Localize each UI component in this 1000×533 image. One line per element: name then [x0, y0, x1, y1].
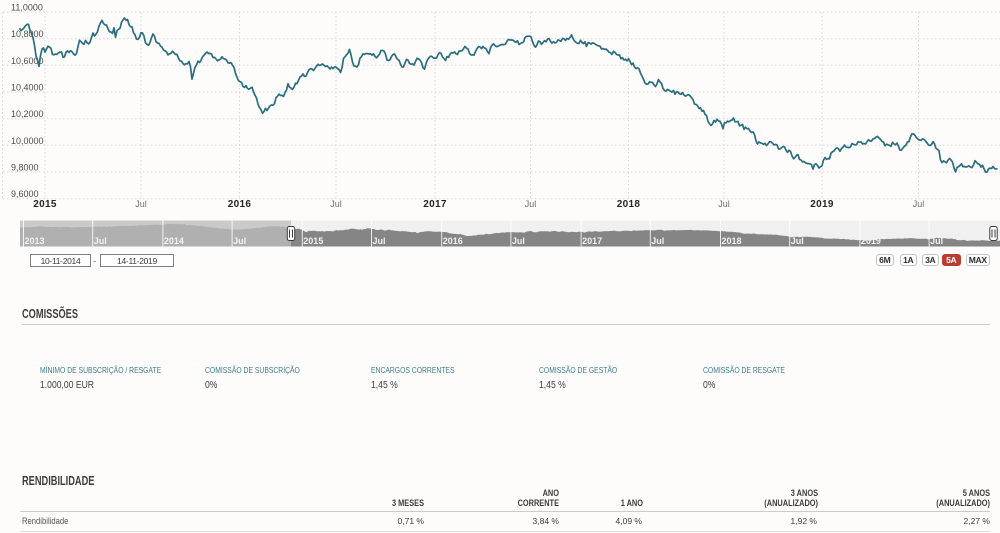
svg-text:Jul: Jul	[525, 199, 537, 209]
svg-text:2018: 2018	[722, 236, 742, 246]
svg-text:11,0000: 11,0000	[11, 3, 43, 13]
svg-text:10,8000: 10,8000	[11, 29, 44, 39]
svg-text:2018: 2018	[617, 199, 641, 210]
svg-text:2016: 2016	[228, 199, 252, 210]
svg-text:2017: 2017	[582, 236, 602, 246]
svg-text:Jul: Jul	[930, 236, 943, 246]
svg-text:Jul: Jul	[233, 236, 246, 246]
svg-text:2019: 2019	[810, 199, 834, 210]
svg-text:2014: 2014	[164, 236, 184, 246]
svg-text:Jul: Jul	[373, 236, 386, 246]
svg-text:2016: 2016	[443, 236, 463, 246]
svg-text:Jul: Jul	[330, 199, 342, 209]
svg-text:2013: 2013	[25, 236, 45, 246]
svg-text:9,6000: 9,6000	[11, 189, 39, 199]
svg-text:10,4000: 10,4000	[11, 83, 44, 93]
svg-text:10,2000: 10,2000	[11, 109, 44, 119]
svg-text:Jul: Jul	[94, 236, 107, 246]
svg-text:2019: 2019	[861, 236, 881, 246]
svg-text:9,8000: 9,8000	[11, 163, 39, 173]
svg-text:2015: 2015	[303, 236, 323, 246]
svg-text:Jul: Jul	[718, 199, 730, 209]
svg-text:2015: 2015	[33, 199, 57, 210]
svg-text:Jul: Jul	[913, 199, 925, 209]
svg-text:Jul: Jul	[651, 236, 664, 246]
svg-text:10,6000: 10,6000	[11, 56, 44, 66]
svg-text:10,0000: 10,0000	[11, 136, 44, 146]
svg-text:2017: 2017	[423, 199, 447, 210]
svg-text:Jul: Jul	[791, 236, 804, 246]
svg-text:Jul: Jul	[135, 199, 147, 209]
svg-text:Jul: Jul	[512, 236, 525, 246]
